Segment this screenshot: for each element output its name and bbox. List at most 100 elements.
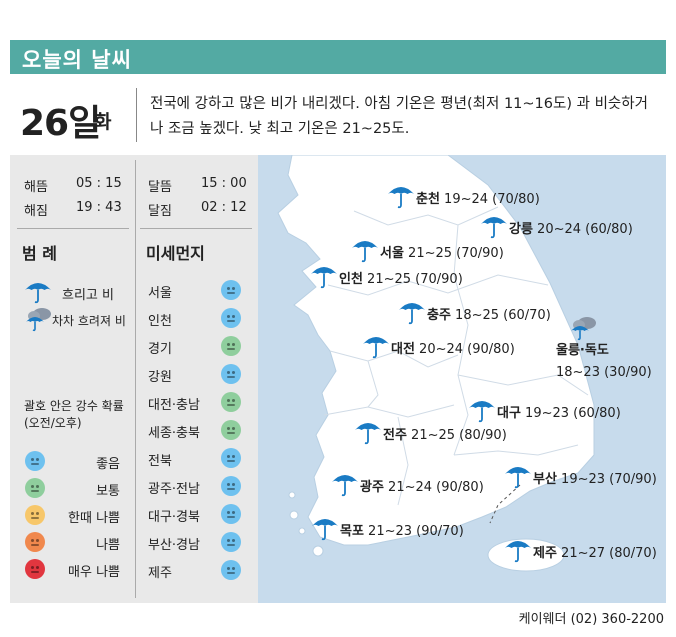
city-label: 서울 21~25 (70/90)	[380, 242, 504, 261]
dust-face-icon	[221, 420, 241, 440]
umbrella-icon	[332, 475, 358, 497]
umbrella-icon	[25, 283, 51, 304]
korea-map	[277, 154, 595, 572]
dust-region-label: 인천	[148, 314, 172, 329]
city-label: 인천 21~25 (70/90)	[339, 268, 463, 287]
umbrella-icon	[311, 267, 337, 289]
moonset-label: 달짐	[148, 204, 172, 219]
sunrise-label: 해뜸	[24, 180, 48, 195]
city-label: 전주 21~25 (80/90)	[383, 424, 507, 443]
umbrella-icon	[505, 541, 531, 563]
divider	[136, 88, 137, 142]
info-panel	[10, 155, 258, 603]
city-label: 대전 20~24 (90/80)	[391, 338, 515, 357]
umbrella-icon	[481, 217, 507, 239]
level-face-icon	[25, 505, 45, 525]
city-forecast: 19~23 (70/90)	[556, 472, 657, 487]
umbrella-icon	[469, 401, 495, 423]
legend-note: 괄호 안은 강수 확률 (오전/오후)	[24, 399, 124, 430]
city-forecast: 20~24 (60/80)	[532, 222, 633, 237]
level-face-icon	[25, 532, 45, 552]
dust-face-icon	[221, 504, 241, 524]
city-name: 목포	[340, 524, 364, 539]
city-forecast: 20~24 (90/80)	[414, 342, 515, 357]
umbrella-icon	[505, 467, 531, 489]
dust-region-label: 전북	[148, 454, 172, 469]
panel-divider	[140, 228, 252, 229]
city-forecast: 21~27 (80/70)	[556, 546, 657, 561]
city-forecast: 21~25 (70/90)	[403, 246, 504, 261]
moonrise-label: 달뜸	[148, 180, 172, 195]
level-label: 매우 나쁨	[68, 565, 120, 580]
city-forecast: 19~24 (70/80)	[439, 192, 540, 207]
umbrella-icon	[388, 187, 414, 209]
dust-region-label: 제주	[148, 566, 172, 581]
city-name: 광주	[360, 480, 384, 495]
level-face-icon	[25, 478, 45, 498]
credit-text: 케이웨더 (02) 360-2200	[518, 612, 664, 627]
weather-map	[258, 154, 666, 603]
level-label: 좋음	[96, 457, 120, 472]
legend-rain-label: 흐리고 비	[62, 288, 114, 303]
cloud-rain-icon	[571, 317, 596, 341]
city-name: 서울	[380, 246, 404, 261]
sunset-label: 해짐	[24, 204, 48, 219]
panel-divider	[135, 160, 136, 598]
level-label: 한때 나쁨	[68, 511, 120, 526]
city-name: 인천	[339, 272, 363, 287]
city-name: 울릉·독도	[556, 343, 609, 358]
date-weekday: 화	[94, 111, 112, 133]
city-label: 춘천 19~24 (70/80)	[416, 188, 540, 207]
panel-divider	[17, 228, 129, 229]
dust-face-icon	[221, 532, 241, 552]
header-bar: 오늘의 날씨	[10, 40, 666, 74]
dust-region-label: 세종·충북	[148, 426, 200, 441]
level-face-icon	[25, 451, 45, 471]
city-label: 목포 21~23 (90/70)	[340, 520, 464, 539]
moonset-time: 02 : 12	[201, 200, 247, 215]
city-name: 충주	[427, 308, 451, 323]
umbrella-icon	[355, 423, 381, 445]
dust-region-label: 대구·경북	[148, 510, 200, 525]
province-boundaries	[323, 206, 589, 506]
city-name: 대구	[497, 406, 521, 421]
city-label: 대구 19~23 (60/80)	[497, 402, 621, 421]
city-forecast: 19~23 (60/80)	[520, 406, 621, 421]
dust-region-label: 강원	[148, 370, 172, 385]
city-label: 광주 21~24 (90/80)	[360, 476, 484, 495]
date-day: 26일	[20, 103, 101, 144]
dust-face-icon	[221, 392, 241, 412]
forecast-summary: 전국에 강하고 많은 비가 내리겠다. 아침 기온은 평년(최저 11~16도)…	[150, 96, 648, 137]
jeju-island	[487, 538, 565, 572]
dust-region-label: 대전·충남	[148, 398, 200, 413]
city-name: 춘천	[416, 192, 440, 207]
umbrella-icon	[312, 519, 338, 541]
city-forecast: 18~23 (30/90)	[556, 365, 652, 380]
city-forecast: 18~25 (60/70)	[450, 308, 551, 323]
city-name: 부산	[533, 472, 557, 487]
dust-region-label: 부산·경남	[148, 538, 200, 553]
dust-face-icon	[221, 308, 241, 328]
city-label: 충주 18~25 (60/70)	[427, 304, 551, 323]
boundary-dashed-line	[489, 484, 521, 524]
city-name: 전주	[383, 428, 407, 443]
dust-face-icon	[221, 336, 241, 356]
umbrella-icon	[352, 241, 378, 263]
dust-face-icon	[221, 476, 241, 496]
sunrise-time: 05 : 15	[76, 176, 122, 191]
legend-partly-label: 차차 흐려져 비	[52, 314, 126, 328]
dust-region-label: 경기	[148, 342, 172, 357]
city-forecast: 21~23 (90/70)	[363, 524, 464, 539]
dust-face-icon	[221, 280, 241, 300]
dust-region-label: 서울	[148, 286, 172, 301]
city-forecast: 21~25 (70/90)	[362, 272, 463, 287]
city-label: 울릉·독도 18~23 (30/90)	[556, 340, 652, 384]
level-face-icon	[25, 559, 45, 579]
city-name: 제주	[533, 546, 557, 561]
city-label: 강릉 20~24 (60/80)	[509, 218, 633, 237]
dust-face-icon	[221, 364, 241, 384]
cloud-rain-icon	[26, 308, 51, 332]
legend-title: 범 례	[22, 244, 58, 263]
umbrella-icon	[399, 303, 425, 325]
dust-region-label: 광주·전남	[148, 482, 200, 497]
